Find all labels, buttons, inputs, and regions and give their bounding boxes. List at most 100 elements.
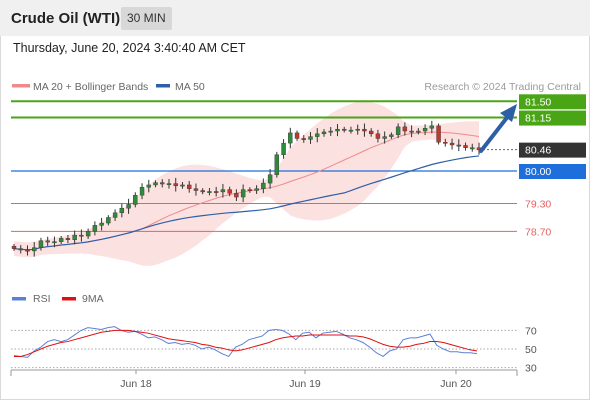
candle-body — [315, 133, 320, 137]
rsi-line — [13, 326, 478, 358]
candle — [328, 127, 333, 136]
candle-body — [173, 183, 178, 187]
candle-body — [443, 141, 448, 144]
price-level-tags: 81.50 81.15 80.46 80.00 79.30 78.70 — [519, 94, 586, 238]
candle — [382, 131, 387, 144]
candle — [106, 215, 111, 226]
rsi-ma-legend-label: 9MA — [82, 293, 104, 305]
x-tick-label: Jun 19 — [289, 378, 321, 390]
candle — [355, 124, 360, 135]
candle-body — [335, 128, 340, 132]
candle-body — [153, 182, 158, 186]
candle — [321, 129, 327, 137]
candle-body — [395, 126, 401, 135]
candle-body — [368, 130, 374, 135]
candle-body — [389, 134, 394, 137]
candle-body — [294, 132, 300, 139]
candle-body — [166, 183, 172, 185]
candle — [315, 128, 320, 143]
candle — [200, 188, 205, 195]
candle — [173, 177, 178, 192]
candle-body — [382, 136, 387, 139]
candle-body — [402, 126, 408, 132]
candle-body — [267, 174, 273, 184]
rsi-ma-legend-swatch — [62, 297, 76, 301]
rsi-ma-line — [14, 329, 478, 357]
candle — [348, 126, 354, 134]
candle-body — [240, 189, 246, 198]
candle — [368, 128, 374, 137]
candle — [166, 178, 172, 189]
candle — [139, 183, 145, 200]
candle — [213, 186, 219, 197]
candle-body — [321, 131, 327, 135]
chart-datetime: Thursday, June 20, 2024 3:40:40 AM CET — [13, 41, 246, 55]
candle-body — [416, 130, 421, 133]
candle — [187, 180, 192, 193]
candle-body — [409, 130, 414, 133]
candle — [32, 242, 37, 257]
candle — [247, 187, 253, 193]
candle-body — [65, 238, 71, 240]
bollinger-bands — [14, 101, 479, 266]
candle — [443, 138, 448, 147]
resistance-tag-label: 81.50 — [525, 96, 551, 108]
candle-body — [301, 138, 306, 140]
ma50-legend-label: MA 50 — [175, 81, 205, 93]
candle — [207, 188, 212, 196]
candle-body — [261, 182, 266, 189]
candle-body — [213, 191, 219, 193]
candle-body — [99, 222, 104, 226]
timeframe-button[interactable]: 30 MIN — [121, 7, 172, 30]
candle — [58, 236, 64, 244]
candle-body — [11, 246, 17, 249]
candle — [79, 229, 84, 242]
candle-body — [25, 249, 30, 252]
candle — [119, 203, 125, 218]
candle — [99, 217, 104, 231]
last-price-tag-bg — [519, 142, 586, 158]
candle — [422, 124, 428, 136]
candle-body — [32, 247, 37, 252]
candle — [227, 186, 232, 197]
candle-body — [429, 125, 435, 129]
candle-body — [362, 128, 367, 132]
candle-body — [456, 144, 461, 147]
candle — [25, 245, 30, 256]
candle — [38, 237, 44, 251]
moving-averages — [13, 131, 480, 251]
candle-body — [254, 188, 259, 191]
candle — [274, 151, 280, 178]
ma20-legend-label: MA 20 + Bollinger Bands — [33, 81, 148, 93]
ma50-legend-swatch — [156, 84, 170, 88]
candle — [389, 132, 394, 139]
candle-body — [288, 132, 293, 144]
candle — [234, 189, 239, 202]
support-tag-label: 79.30 — [525, 199, 551, 211]
candle-body — [342, 128, 347, 131]
candle — [456, 139, 461, 152]
candle — [342, 126, 347, 133]
candle — [52, 236, 57, 248]
candle-body — [160, 182, 165, 185]
rsi-legend-label: RSI — [33, 293, 51, 305]
candle — [409, 125, 414, 138]
candle-body — [85, 231, 91, 237]
bollinger-band-area — [14, 101, 479, 266]
candle — [463, 142, 468, 151]
candle — [362, 123, 367, 137]
candle — [220, 183, 226, 198]
rsi-tick-label: 30 — [525, 363, 537, 375]
candle-body — [274, 154, 280, 175]
candle-body — [180, 184, 185, 187]
candle-body — [375, 133, 381, 139]
resistance-tag-bg — [519, 94, 586, 110]
candle — [85, 228, 91, 239]
candle — [11, 243, 17, 251]
candle-body — [58, 238, 64, 242]
candle — [146, 179, 151, 193]
candle — [449, 138, 455, 150]
candle — [18, 245, 23, 254]
candle-body — [112, 212, 118, 218]
candle-body — [308, 136, 313, 140]
